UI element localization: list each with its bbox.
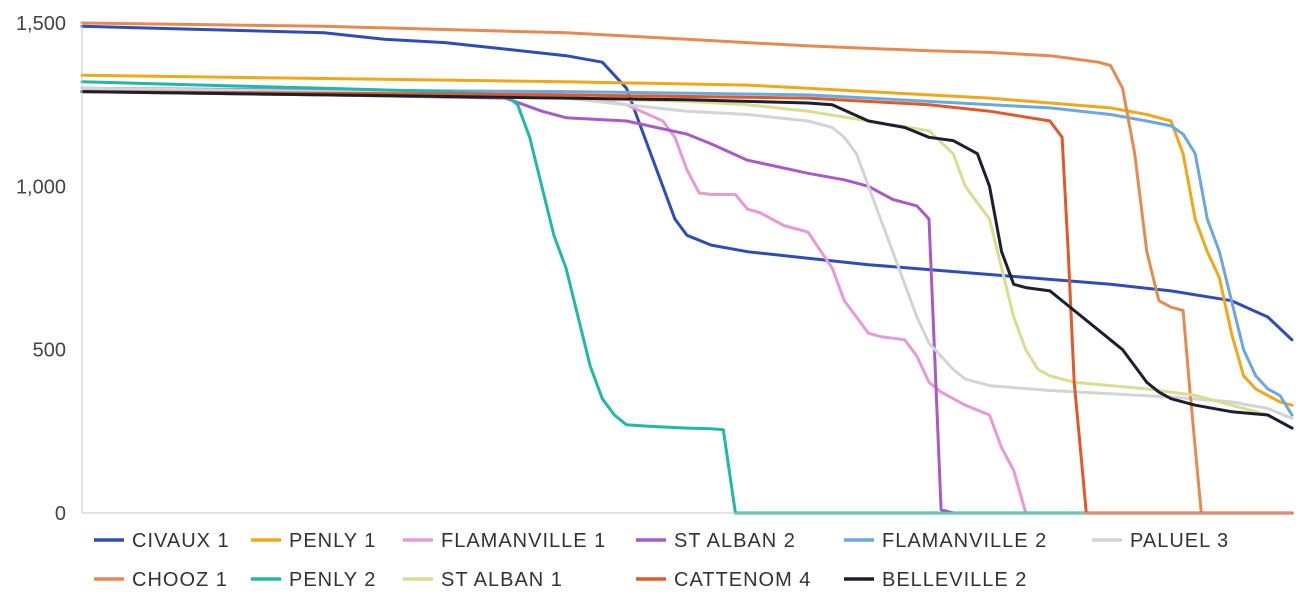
series-lines bbox=[80, 21, 1294, 515]
y-axis-ticks: 0 500 1,000 1,500 bbox=[16, 13, 66, 525]
y-tick-label: 500 bbox=[33, 340, 66, 362]
legend-label: CIVAUX 1 bbox=[132, 530, 230, 552]
series-line-paluel-3 bbox=[80, 86, 1294, 420]
legend-label: BELLEVILLE 2 bbox=[882, 569, 1027, 591]
y-tick-label: 1,500 bbox=[16, 13, 66, 35]
legend-label: FLAMANVILLE 2 bbox=[882, 530, 1047, 552]
series-line-flamanville-1 bbox=[80, 86, 1028, 515]
legend: CIVAUX 1 PENLY 1 FLAMANVILLE 1 ST ALBAN 2 FL… bbox=[94, 530, 1229, 591]
legend-label: PALUEL 3 bbox=[1130, 530, 1229, 552]
series-line-belleville-2 bbox=[80, 90, 1294, 430]
series-line-penly-2 bbox=[80, 80, 1294, 515]
series-line-cattenom-4 bbox=[80, 90, 1294, 515]
series-line-st-alban-1 bbox=[80, 90, 1294, 430]
series-line-chooz-1 bbox=[80, 21, 1294, 515]
series-line-penly-1 bbox=[80, 73, 1294, 407]
series-line-civaux-1 bbox=[80, 24, 1294, 342]
legend-label: PENLY 1 bbox=[289, 530, 376, 552]
y-tick-label: 0 bbox=[55, 503, 66, 525]
legend-label: PENLY 2 bbox=[289, 569, 376, 591]
legend-label: ST ALBAN 1 bbox=[441, 569, 563, 591]
legend-label: CATTENOM 4 bbox=[674, 569, 811, 591]
y-tick-label: 1,000 bbox=[16, 176, 66, 198]
legend-label: FLAMANVILLE 1 bbox=[441, 530, 606, 552]
series-line-flamanville-2 bbox=[80, 86, 1294, 417]
legend-label: ST ALBAN 2 bbox=[674, 530, 796, 552]
series-line-st-alban-2 bbox=[80, 90, 1294, 515]
legend-label: CHOOZ 1 bbox=[132, 569, 228, 591]
